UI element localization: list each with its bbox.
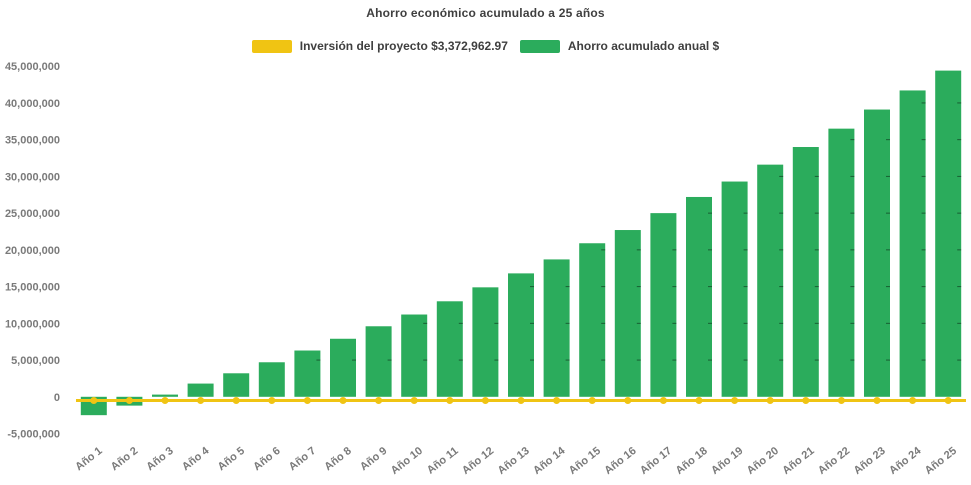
bar-año-22 — [828, 128, 855, 397]
y-tick-label: 10,000,000 — [5, 318, 60, 330]
x-tick-label: Año 17 — [638, 445, 674, 477]
bar-año-25 — [935, 70, 962, 397]
x-tick-label: Año 16 — [602, 445, 638, 477]
investment-marker — [375, 396, 383, 404]
investment-marker — [766, 396, 774, 404]
x-tick-label: Año 6 — [251, 445, 282, 473]
bar-año-20 — [757, 164, 784, 397]
x-tick-label: Año 15 — [567, 445, 603, 477]
investment-marker — [268, 396, 276, 404]
investment-marker — [909, 396, 917, 404]
y-tick-label: 20,000,000 — [5, 245, 60, 257]
investment-marker — [303, 396, 311, 404]
investment-marker — [659, 396, 667, 404]
y-tick-label: -5,000,000 — [7, 429, 60, 441]
bar-año-4 — [187, 383, 214, 397]
x-tick-label: Año 8 — [322, 445, 353, 473]
y-tick-label: 40,000,000 — [5, 98, 60, 110]
bar-año-16 — [614, 230, 641, 397]
x-tick-label: Año 5 — [216, 445, 247, 473]
investment-marker — [873, 396, 881, 404]
x-tick-label: Año 12 — [460, 445, 496, 477]
bar-año-21 — [792, 147, 819, 397]
x-tick-label: Año 18 — [674, 445, 710, 477]
y-tick-label: 5,000,000 — [11, 355, 60, 367]
y-tick-label: 45,000,000 — [5, 61, 60, 73]
x-tick-label: Año 21 — [780, 445, 816, 477]
bar-año-3 — [152, 394, 178, 397]
y-tick-label: 25,000,000 — [5, 208, 60, 220]
investment-marker — [837, 396, 845, 404]
x-tick-label: Año 7 — [287, 445, 318, 473]
bar-año-7 — [294, 350, 321, 397]
x-tick-label: Año 9 — [358, 445, 389, 473]
bar-año-8 — [330, 338, 356, 397]
x-tick-label: Año 1 — [73, 445, 104, 473]
x-tick-label: Año 2 — [109, 445, 140, 473]
bar-gridline-notches — [316, 102, 962, 361]
y-axis-labels: -5,000,000 0 5,000,000 10,000,000 15,000,000… — [5, 61, 60, 440]
investment-line-series — [76, 396, 966, 404]
legend: Inversión del proyecto $3,372,962.97 Aho… — [0, 39, 971, 53]
investment-marker — [553, 396, 561, 404]
investment-marker — [161, 396, 169, 404]
investment-marker — [695, 396, 703, 404]
investment-marker — [588, 396, 596, 404]
investment-marker — [802, 396, 810, 404]
y-tick-label: 15,000,000 — [5, 282, 60, 294]
bar-año-24 — [899, 90, 926, 397]
legend-swatch-savings — [519, 39, 560, 53]
y-tick-label: 35,000,000 — [5, 135, 60, 147]
x-tick-label: Año 14 — [531, 444, 568, 477]
x-tick-label: Año 13 — [496, 445, 532, 477]
bar-año-13 — [508, 273, 534, 397]
bar-año-10 — [401, 314, 428, 397]
bar-año-18 — [686, 196, 712, 397]
x-tick-label: Año 4 — [180, 444, 212, 473]
x-tick-label: Año 20 — [745, 445, 781, 477]
x-tick-label: Año 22 — [816, 445, 852, 477]
bar-año-23 — [864, 109, 890, 397]
x-tick-label: Año 24 — [887, 444, 924, 477]
bars-series — [80, 70, 962, 416]
x-tick-label: Año 19 — [709, 445, 745, 477]
x-tick-label: Año 25 — [923, 445, 959, 477]
y-tick-label: 0 — [54, 392, 60, 404]
legend-label-savings: Ahorro acumulado anual $ — [567, 39, 720, 53]
bar-año-19 — [721, 181, 748, 397]
x-tick-label: Año 10 — [389, 445, 425, 477]
bar-año-11 — [436, 301, 463, 397]
bar-año-14 — [543, 259, 570, 397]
x-tick-label: Año 3 — [144, 445, 175, 473]
x-tick-label: Año 23 — [852, 445, 888, 477]
bar-año-17 — [650, 213, 677, 397]
investment-marker — [731, 396, 739, 404]
chart-title: Ahorro económico acumulado a 25 años — [366, 6, 605, 20]
investment-marker — [481, 396, 489, 404]
legend-label-investment: Inversión del proyecto $3,372,962.97 — [299, 39, 508, 53]
investment-marker — [125, 396, 133, 404]
investment-marker — [944, 396, 952, 404]
x-tick-label: Año 11 — [425, 445, 461, 477]
bar-año-12 — [472, 287, 499, 397]
investment-marker — [90, 396, 98, 404]
bar-año-9 — [365, 326, 392, 397]
bar-año-6 — [258, 362, 285, 397]
investment-marker — [339, 396, 347, 404]
investment-marker — [517, 396, 525, 404]
investment-marker — [446, 396, 454, 404]
investment-marker — [232, 396, 240, 404]
investment-marker — [624, 396, 632, 404]
investment-marker — [197, 396, 205, 404]
legend-item-investment: Inversión del proyecto $3,372,962.97 — [251, 39, 508, 53]
x-axis-labels: Año 1 Año 2 Año 3 Año 4 Año 5 Año 6 Año 7 Año 8… — [73, 444, 959, 477]
y-tick-label: 30,000,000 — [5, 171, 60, 183]
bar-año-15 — [579, 243, 606, 397]
legend-swatch-investment — [251, 39, 292, 53]
investment-marker — [410, 396, 418, 404]
bar-año-5 — [223, 373, 250, 397]
legend-item-savings: Ahorro acumulado anual $ — [519, 39, 720, 53]
